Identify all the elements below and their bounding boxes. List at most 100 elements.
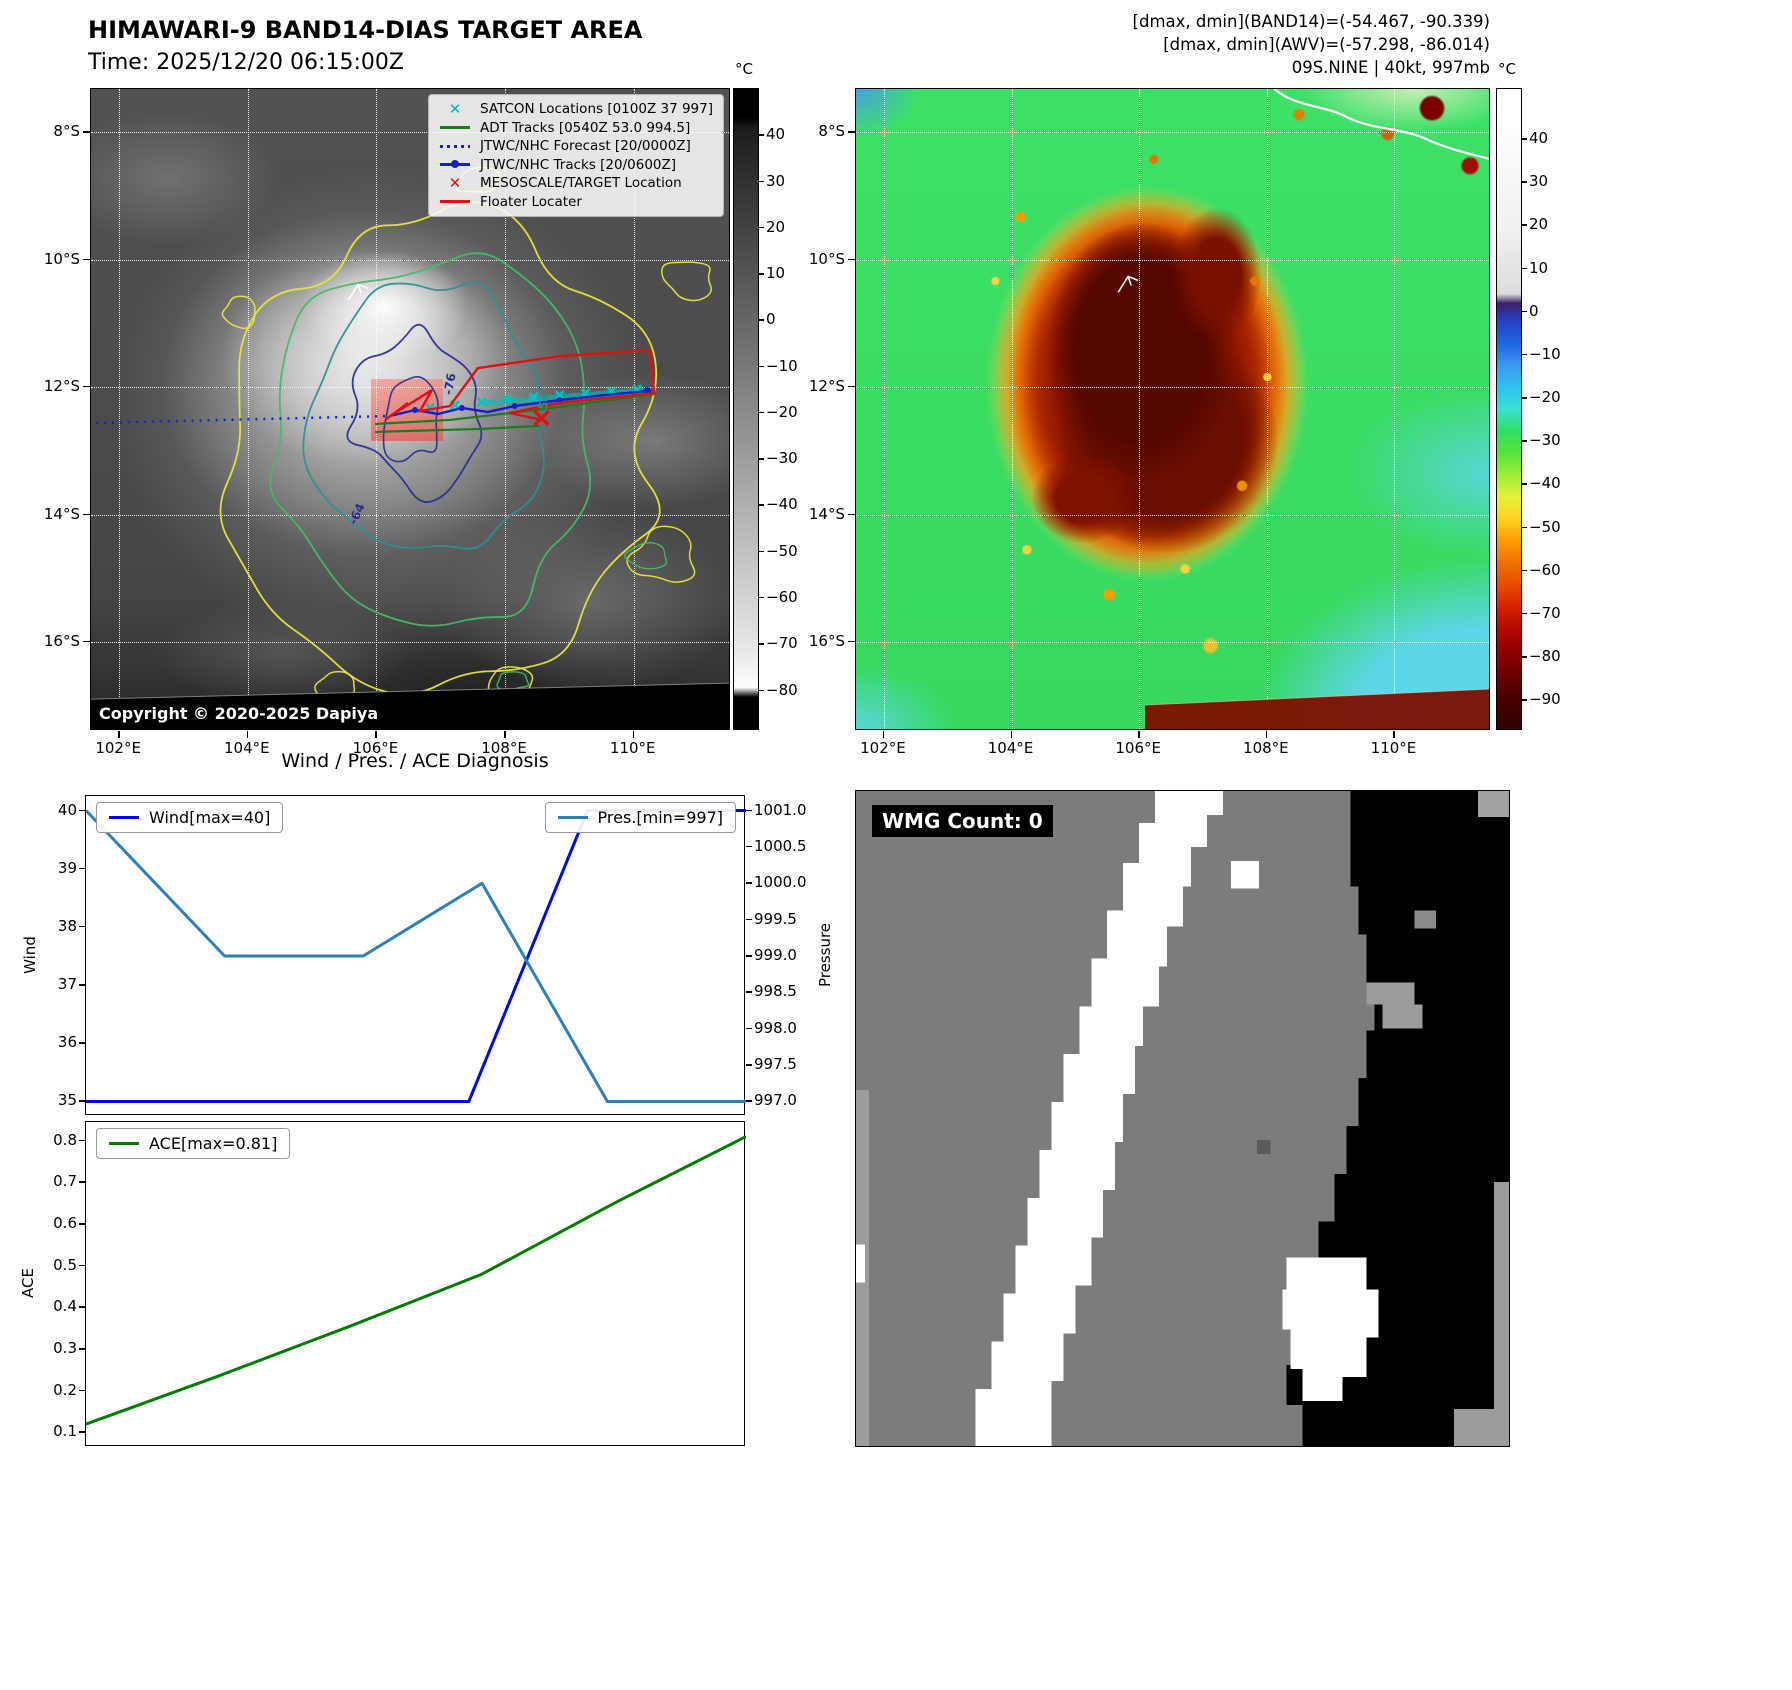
tick-label: 999.0 [754,946,797,964]
tick-mark [1522,224,1527,226]
panel-a-title: HIMAWARI-9 BAND14-DIAS TARGET AREA [88,16,643,44]
colorbar-unit: °C [735,60,753,78]
tick-label: 8°S [818,122,845,140]
contour-line [302,281,545,550]
tick-label: −30 [766,449,798,468]
pressure-axis-label: Pressure [816,922,834,988]
tick-mark [83,385,90,388]
wind-pressure-lines [86,809,746,1103]
contour-line [219,201,661,695]
tick-mark [83,131,90,133]
tick-mark [759,596,764,599]
tick-label: 10°S [43,249,80,268]
tick-mark [1522,612,1527,615]
tick-label: 36 [57,1033,77,1052]
tick-label: −60 [1529,560,1561,579]
tick-label: 38 [57,916,77,935]
tick-mark [79,1306,85,1308]
pressure-line-icon [557,815,588,820]
tick-label: 998.5 [754,982,797,1001]
tick-mark [759,180,764,182]
dmax-dmin-awv: [dmax, dmin](AWV)=(-57.298, -86.014) [1163,35,1490,54]
tick-label: 35 [57,1091,77,1110]
tick-label: 8°S [53,122,80,140]
wind-pressure-chart: Wind[max=40] Pres.[min=997] [85,795,746,1115]
colorbar-unit: °C [1498,60,1516,78]
tick-mark [746,1064,752,1066]
tick-mark [759,458,764,460]
legend-item-satcon: ✕ SATCON Locations [0100Z 37 997] [439,101,713,117]
tick-label: 0.6 [53,1214,77,1233]
tick-label: 0.4 [53,1297,77,1316]
tick-mark [79,1348,85,1350]
contour-line [624,541,668,570]
tick-label: −30 [1529,431,1561,450]
tick-label: −40 [766,495,798,514]
tick-label: 102°E [95,739,141,757]
tick-label: 16°S [43,631,80,650]
grid-line [1011,89,1013,729]
tick-mark [375,731,377,738]
tick-mark [1522,181,1527,183]
tick-mark [79,1389,85,1392]
tick-label: 110°E [609,739,656,757]
tick-label: −70 [766,634,798,653]
copyright-text: Copyright © 2020-2025 Dapiya [99,704,379,723]
colorbar-grayscale [733,88,759,730]
legend-label: MESOSCALE/TARGET Location [480,175,682,191]
tick-label: −10 [1529,344,1561,363]
tick-label: 40 [57,800,77,819]
coastline [1273,89,1489,160]
tick-label: 30 [1529,172,1549,191]
tick-mark [1138,731,1140,738]
grid-line [633,89,635,729]
tick-mark [79,984,85,986]
wind-barb-icon [1117,275,1139,293]
tick-mark [79,1139,85,1142]
tick-mark [632,731,635,738]
tick-mark [79,925,85,928]
scan-edge-line [91,682,729,700]
tick-mark [79,867,85,870]
ace-chart: ACE[max=0.81] [85,1121,746,1446]
contour-line [626,525,696,583]
tick-label: 0.7 [53,1172,77,1191]
contour-line [382,376,439,463]
tick-mark [1010,731,1013,738]
tick-label: 10°S [808,249,845,268]
tick-mark [79,1264,85,1267]
tick-mark [848,258,855,261]
colorbar-rainbow [1496,88,1522,730]
pressure-legend-label: Pres.[min=997] [597,808,723,827]
mesoscale-x-marker [533,409,550,427]
floater-line-icon [440,200,470,203]
tick-mark [1522,569,1527,572]
tick-label: 106°E [1115,739,1161,757]
tick-label: −60 [766,587,798,606]
jtwc-forecast-track [95,414,391,425]
tick-label: −70 [1529,603,1561,622]
tick-label: 102°E [860,739,906,757]
map-b-overlay [1117,89,1489,729]
tick-label: 108°E [481,739,527,757]
tick-mark [1522,397,1527,399]
tick-mark [848,385,855,388]
tick-mark [746,991,752,993]
tick-label: 0 [766,310,776,329]
tick-mark [504,731,506,738]
ace-legend: ACE[max=0.81] [96,1128,291,1159]
scan-edge-line [1145,688,1489,706]
tick-mark [759,319,764,321]
tick-label: 1001.0 [754,800,807,819]
grid-line [1394,89,1396,729]
grid-line [91,514,729,516]
legend-item-mesoscale: ✕ MESOSCALE/TARGET Location [439,175,713,191]
tick-mark [1522,440,1527,442]
tick-mark [1522,267,1527,270]
enhanced-ir-map [855,88,1490,730]
ace-line-icon [109,1141,139,1146]
panel-b-header: [dmax, dmin](BAND14)=(-54.467, -90.339) … [1133,10,1490,79]
legend-label: Floater Locater [480,193,582,210]
wind-line-icon [109,815,139,820]
tick-mark [79,1042,85,1044]
